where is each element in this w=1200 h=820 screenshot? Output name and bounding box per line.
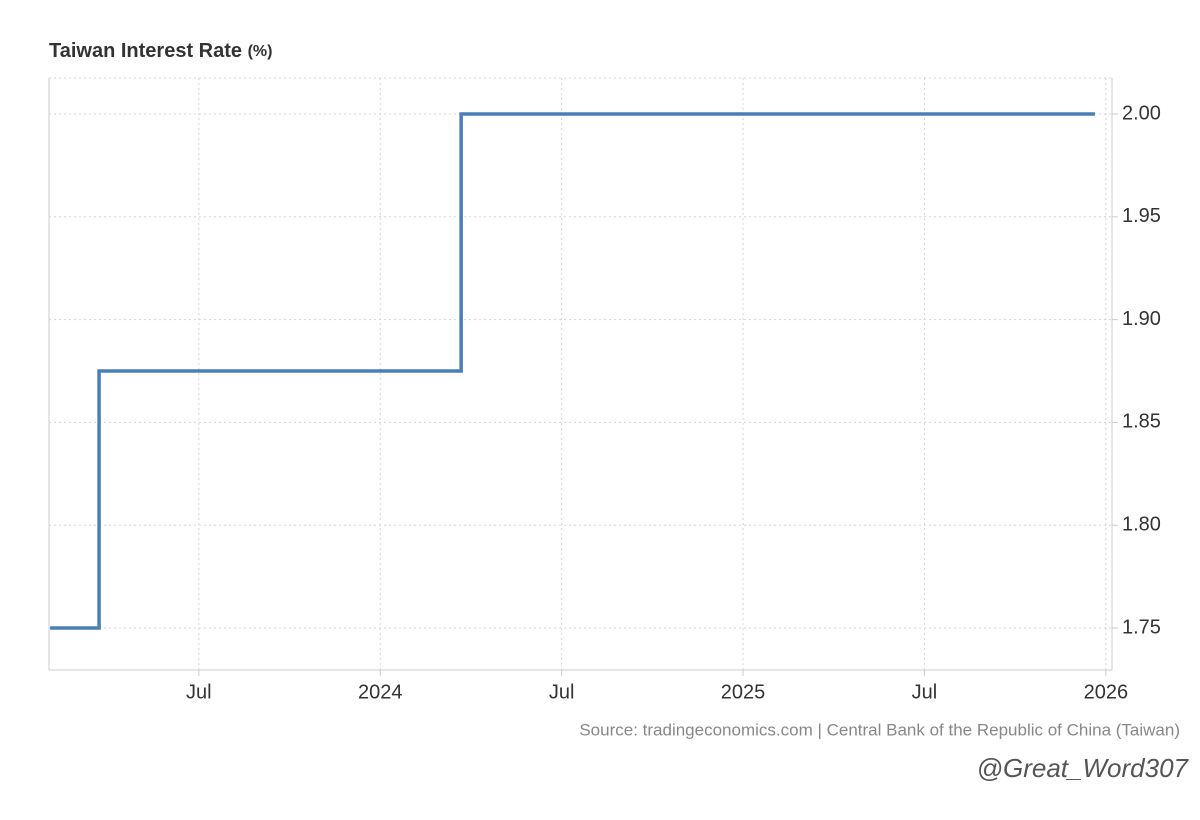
x-tick-label: 2024 [358, 681, 403, 703]
y-tick-label: 1.95 [1122, 205, 1161, 227]
chart-title: Taiwan Interest Rate (%) [49, 40, 272, 62]
y-tick-label: 1.80 [1122, 514, 1161, 536]
y-tick-label: 1.75 [1122, 616, 1161, 638]
title-unit: (%) [248, 43, 273, 60]
x-tick-label: Jul [186, 681, 212, 703]
plot-area: 1.75 1.80 1.85 1.90 1.95 2.00 Jul 2024 Jul 2025 Ju… [48, 77, 1161, 703]
rate-line [50, 112, 1095, 630]
x-tick-label: Jul [549, 681, 575, 703]
y-tick-label: 1.85 [1122, 411, 1161, 433]
title-text: Taiwan Interest Rate [49, 40, 242, 62]
y-tick-label: 2.00 [1122, 102, 1161, 124]
x-tick-label: Jul [912, 681, 938, 703]
x-tick-label: 2025 [721, 681, 766, 703]
source-note: Source: tradingeconomics.com | Central B… [579, 720, 1180, 739]
y-tick-label: 1.90 [1122, 308, 1161, 330]
x-tick-label: 2026 [1084, 681, 1129, 703]
watermark: @Great_Word307 [977, 753, 1190, 783]
